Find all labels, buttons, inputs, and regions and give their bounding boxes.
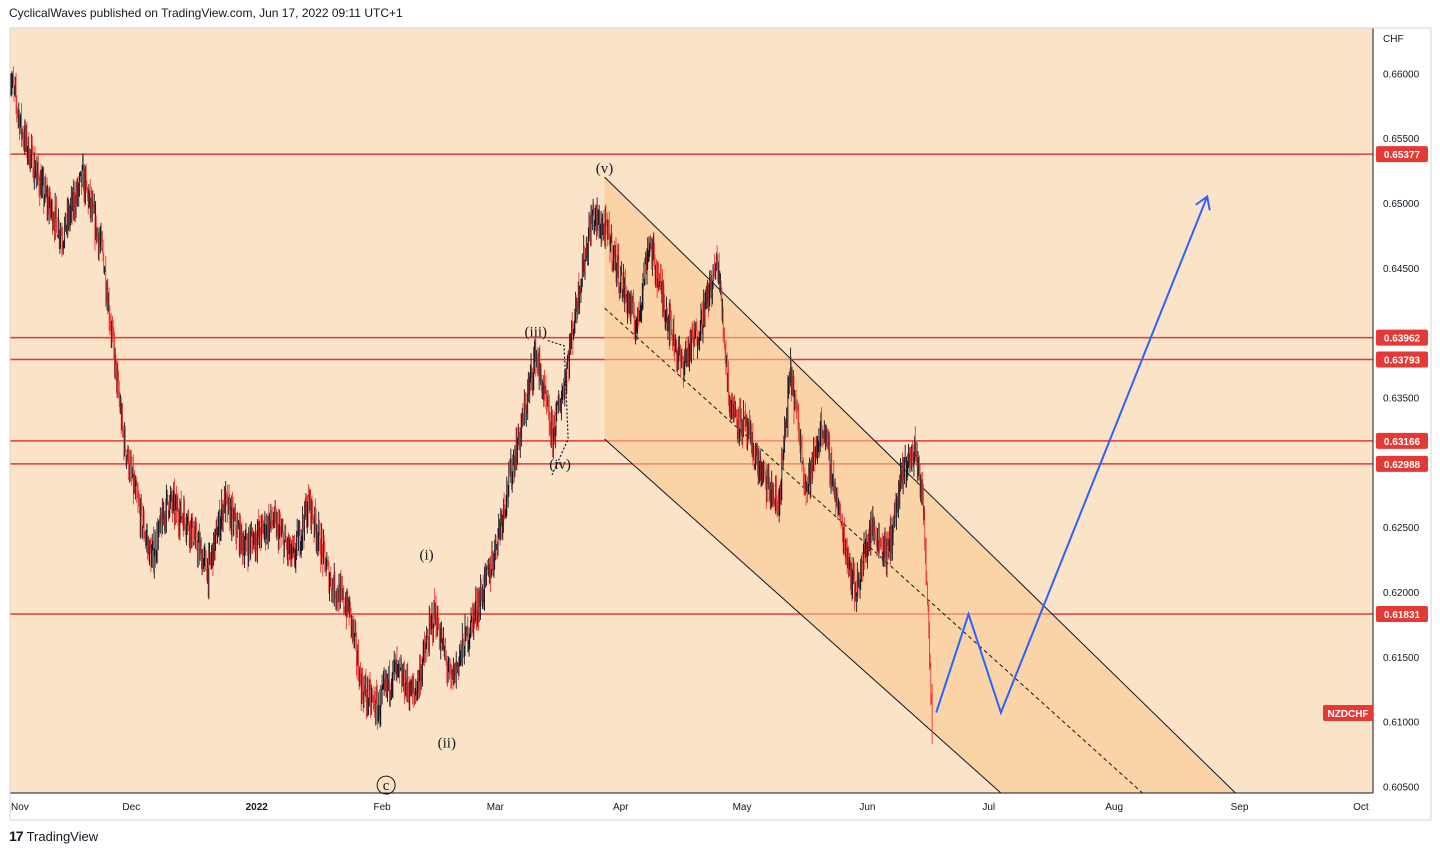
y-axis-currency: CHF bbox=[1383, 34, 1404, 45]
x-tick-label: 2022 bbox=[246, 802, 269, 813]
projection-path bbox=[935, 194, 1211, 716]
x-tick-label: Apr bbox=[613, 802, 629, 813]
symbol-tag-label: NZDCHF bbox=[1327, 709, 1368, 720]
price-tag bbox=[1376, 432, 1428, 449]
wave-label: (iv) bbox=[549, 457, 571, 473]
price-tag-label: 0.63166 bbox=[1384, 437, 1421, 448]
projection-arrowhead bbox=[1195, 194, 1211, 211]
price-tag bbox=[1376, 329, 1428, 346]
y-tick-label: 0.61500 bbox=[1383, 653, 1420, 664]
x-tick-label: Dec bbox=[122, 802, 140, 813]
wave-label: (v) bbox=[596, 161, 614, 177]
axes: CHF 0.66000 0.65500 0.65000 0.64500 0.63500 0.… bbox=[9, 27, 1432, 821]
x-tick-label: Jul bbox=[982, 802, 995, 813]
price-tag-label: 0.65377 bbox=[1384, 150, 1421, 161]
price-tag-label: 0.63793 bbox=[1384, 356, 1421, 367]
x-tick-label: Nov bbox=[11, 802, 29, 813]
x-tick-label: May bbox=[733, 802, 752, 813]
wave-label-circle bbox=[376, 775, 396, 795]
y-tick-label: 0.62500 bbox=[1383, 523, 1420, 534]
y-tick-label: 0.66000 bbox=[1383, 69, 1420, 80]
price-tag-label: 0.63962 bbox=[1384, 334, 1421, 345]
y-tick-label: 0.65000 bbox=[1383, 199, 1420, 210]
tradingview-footer: 17 TradingView bbox=[9, 828, 98, 844]
x-tick-label: Sep bbox=[1231, 802, 1249, 813]
price-tag-label: 0.61831 bbox=[1384, 610, 1421, 621]
y-tick-label: 0.63500 bbox=[1383, 394, 1420, 405]
wave-label: (ii) bbox=[438, 736, 456, 752]
price-tag bbox=[1376, 146, 1428, 163]
x-tick-label: Mar bbox=[487, 802, 505, 813]
y-tick-label: 0.65500 bbox=[1383, 134, 1420, 145]
x-tick-label: Jun bbox=[859, 802, 875, 813]
x-tick-label: Aug bbox=[1105, 802, 1123, 813]
wave-label: c bbox=[383, 778, 390, 794]
y-tick-label: 0.61000 bbox=[1383, 718, 1420, 729]
price-tag-label: 0.62988 bbox=[1384, 460, 1421, 471]
publisher-caption: CyclicalWaves published on TradingView.c… bbox=[9, 6, 403, 20]
x-tick-label: Feb bbox=[373, 802, 391, 813]
channel-midline bbox=[604, 307, 1143, 794]
wave-connector bbox=[547, 340, 569, 476]
channel-lower-line bbox=[604, 438, 1002, 794]
price-tag bbox=[1376, 605, 1428, 622]
x-tick-label: Oct bbox=[1353, 802, 1369, 813]
y-tick-label: 0.64500 bbox=[1383, 264, 1420, 275]
y-tick-label: 0.60500 bbox=[1383, 783, 1420, 794]
wave-label: (iii) bbox=[525, 325, 548, 341]
symbol-tag bbox=[1323, 705, 1373, 721]
wave-labels: (v) (iii) (iv) (i) (ii) c bbox=[376, 161, 614, 795]
price-tag bbox=[1376, 455, 1428, 472]
y-tick-label: 0.62000 bbox=[1383, 588, 1420, 599]
projection-line bbox=[935, 196, 1209, 716]
tradingview-brand: TradingView bbox=[26, 828, 99, 844]
wave-label: (i) bbox=[419, 548, 433, 564]
price-tag bbox=[1376, 351, 1428, 368]
candles bbox=[9, 59, 933, 744]
tradingview-logo-icon: 17 bbox=[9, 828, 24, 844]
